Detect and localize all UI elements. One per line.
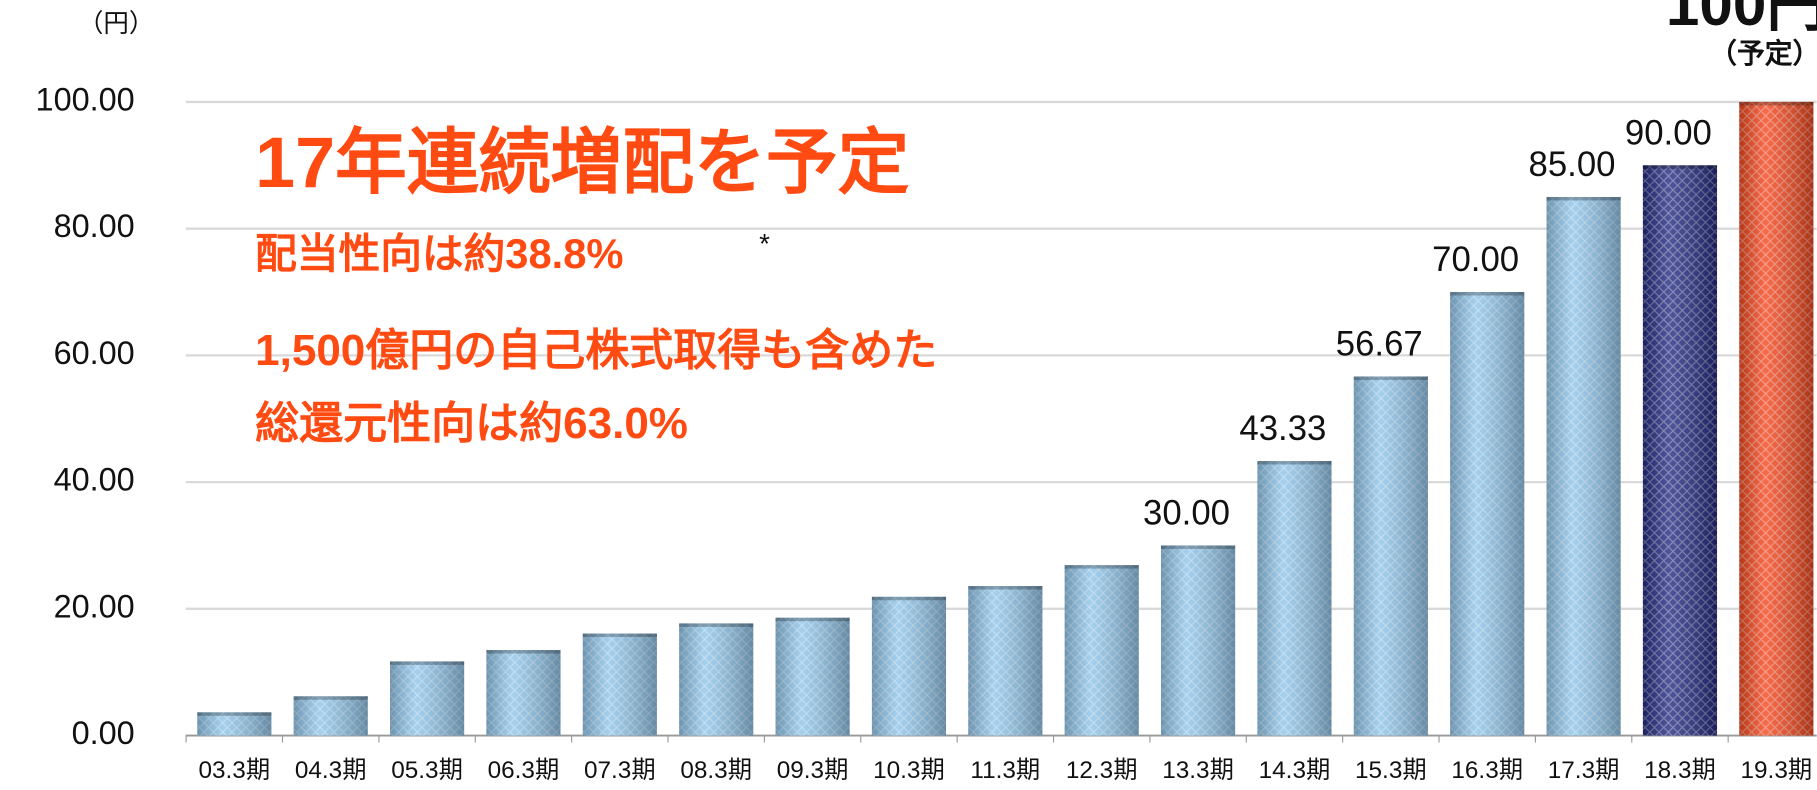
y-tick-label: 100.00 [36,81,135,117]
x-tick-label: 08.3期 [680,757,752,784]
bar-cap [1161,545,1236,549]
bar-shade [871,596,947,736]
bar-shade [1739,101,1814,736]
bar-shade [293,696,368,736]
x-tick-label: 15.3期 [1355,757,1427,784]
value-label: 56.67 [1336,326,1423,364]
bar-shade [968,586,1043,736]
annotation-mark: * [759,228,770,259]
bar-cap [582,633,657,638]
x-tick-label: 11.3期 [970,757,1040,784]
x-tick-label: 16.3期 [1451,757,1523,784]
forecast-label: （予定） [1709,38,1817,69]
y-tick-label: 40.00 [54,462,135,498]
bar-shade [197,712,272,736]
x-tick-label: 18.3期 [1644,757,1716,784]
x-tick-label: 17.3期 [1548,757,1620,784]
bar-shade [1064,565,1139,736]
y-tick-label: 60.00 [54,335,135,371]
value-label: 30.00 [1143,495,1230,533]
y-axis-label: （円） [78,10,154,38]
bar-shade [679,623,754,736]
bar-shade [582,633,657,736]
x-tick-label: 10.3期 [873,757,945,784]
bar-cap [968,586,1043,590]
value-label: 70.00 [1432,241,1519,279]
bar-cap [1064,565,1139,569]
x-tick-label: 14.3期 [1259,757,1331,784]
x-tick-label: 03.3期 [199,757,271,784]
bar-shade [1450,292,1525,736]
x-tick-label: 19.3期 [1741,757,1813,784]
bar-shade [390,661,465,736]
x-tick-label: 13.3期 [1162,757,1234,784]
value-label: 43.33 [1239,410,1326,448]
value-label: 85.00 [1529,146,1616,184]
annotation: 1,500億円の自己株式取得も含めた [255,326,937,375]
bar-cap [1739,101,1814,106]
annotation: 配当性向は約38.8% [255,230,623,277]
bar-cap [775,617,850,622]
bar-cap [197,712,272,716]
bar-shade [1353,376,1428,736]
value-label: 100円 [1666,0,1817,38]
y-tick-label: 20.00 [54,588,135,624]
y-tick-label: 80.00 [54,208,135,244]
bar-cap [486,650,561,654]
bar-shade [1642,165,1718,736]
bar-shade [486,650,561,736]
bar-cap [1353,376,1428,380]
bar-cap [679,623,754,627]
bar-cap [1257,461,1332,465]
y-tick-label: 0.00 [72,715,135,751]
annotation: 総還元性向は約63.0% [255,399,688,448]
bar-shade [1546,196,1621,736]
bar-cap [1642,165,1718,169]
bar-shade [1161,545,1236,736]
x-tick-label: 05.3期 [391,757,463,784]
bar-shade [1257,461,1332,736]
x-tick-label: 12.3期 [1066,757,1138,784]
x-tick-label: 09.3期 [777,757,849,784]
x-tick-label: 07.3期 [584,757,656,784]
bar-cap [390,661,465,665]
x-tick-label: 06.3期 [488,757,560,784]
x-tick-label: 04.3期 [295,757,367,784]
bar-cap [1450,292,1525,296]
bar-cap [1546,196,1621,201]
bar-shade [775,617,850,736]
bar-cap [293,696,368,700]
headline: 17年連続増配を予定 [255,123,909,203]
bar-cap [871,596,947,601]
value-label: 90.00 [1625,114,1712,152]
